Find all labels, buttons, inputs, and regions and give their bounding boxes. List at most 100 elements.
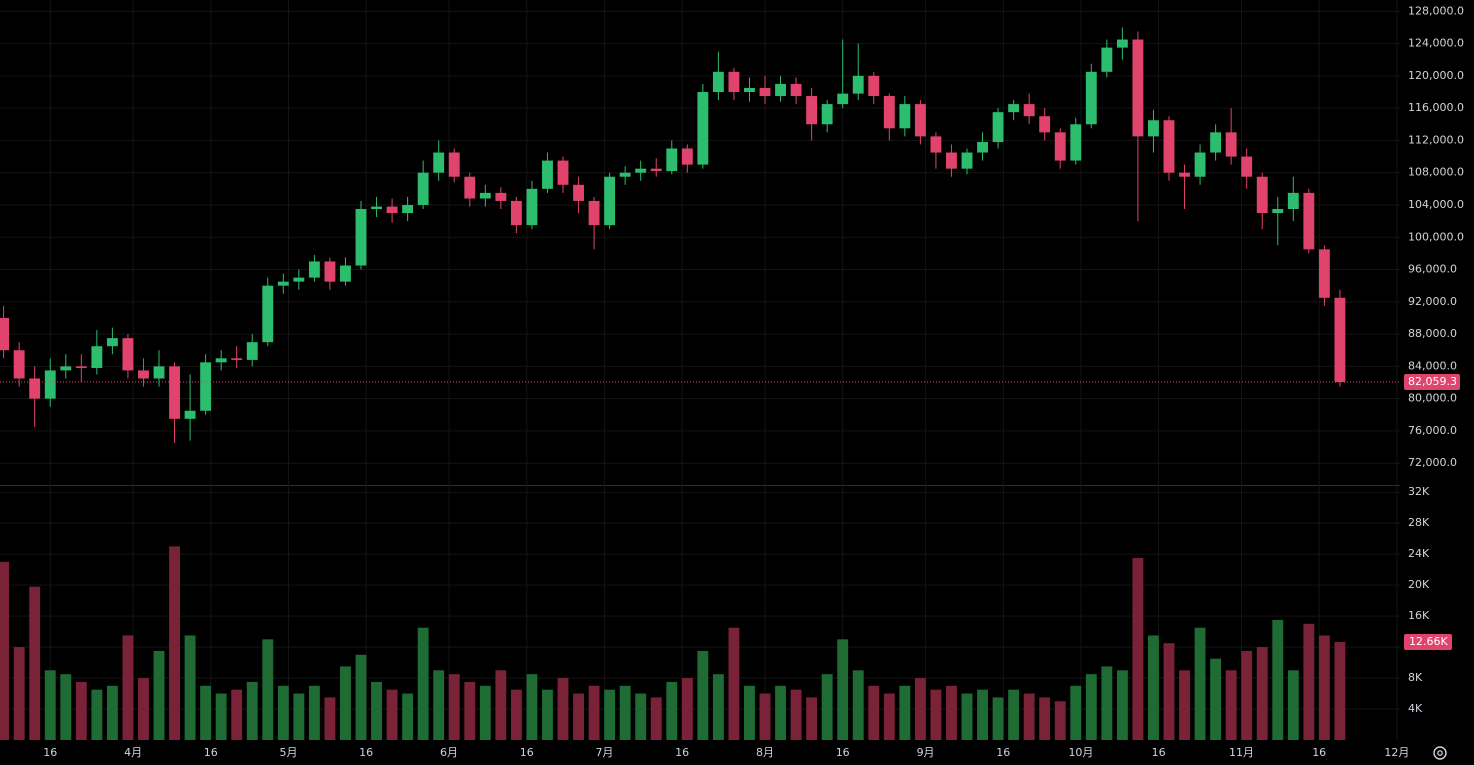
volume-bar [44,670,56,740]
candle-body [1023,104,1035,117]
candle-body [308,261,320,278]
candle-body [122,338,134,371]
candle-body [930,136,942,153]
candle-body [526,188,538,226]
volume-bar [1070,685,1082,740]
candle-body [262,285,274,343]
volume-bar [464,681,476,740]
x-tick-label: 10月 [1068,746,1093,759]
candle-body [184,410,196,419]
candle-body [1179,172,1190,177]
y-tick-label: 92,000.0 [1408,295,1457,308]
volume-bar [1163,643,1175,740]
y2-tick-label: 20K [1408,578,1430,591]
volume-bar [526,674,538,740]
y-tick-label: 100,000.0 [1408,230,1464,243]
volume-bar [402,693,414,740]
candle-body [495,192,507,201]
x-tick-label: 12月 [1384,746,1409,759]
candle-body [1272,209,1284,214]
candle-body [635,168,647,173]
candle-body [619,172,631,177]
volume-bar [371,681,382,740]
x-tick-label: 16 [520,746,534,759]
candle-body [231,358,243,360]
candle-body [1085,71,1097,125]
candle-body [1132,39,1144,137]
candle-body [355,209,367,266]
x-tick-label: 8月 [756,746,774,759]
volume-bar [1132,558,1144,740]
y-tick-label: 76,000.0 [1408,424,1457,437]
volume-bar [1116,670,1128,740]
volume-bar [1039,697,1051,740]
y2-tick-label: 16K [1408,609,1430,622]
volume-bar [184,635,196,740]
volume-bar [666,681,678,740]
candle-body [106,338,118,347]
candle-body [510,200,522,226]
volume-bar [138,678,149,740]
volume-bar [821,674,833,740]
candle-body [1334,297,1346,383]
volume-bar [930,689,942,740]
candle-body [200,362,212,411]
y-tick-label: 96,000.0 [1408,263,1457,276]
candle-body [604,176,616,226]
candle-body [0,317,10,351]
candle-body [806,96,818,125]
volume-bar [122,635,134,740]
volume-bar [246,681,258,740]
x-tick-label: 7月 [595,746,613,759]
last-price-label: 82,059.3 [1408,375,1457,388]
candle-body [914,104,926,137]
y-tick-label: 116,000.0 [1408,101,1464,114]
y-tick-label: 80,000.0 [1408,392,1457,405]
candle-body [75,366,87,368]
volume-bar [588,685,600,740]
candle-body [666,148,678,172]
volume-bar [479,685,491,740]
volume-bar [604,689,616,740]
volume-bar [417,627,429,740]
volume-bar [1287,670,1299,740]
candle-body [977,142,988,153]
volume-bar [1318,635,1330,740]
x-tick-label: 5月 [279,746,297,759]
candle-body [946,152,957,169]
volume-bar [992,697,1004,740]
candle-body [868,75,880,97]
x-tick-label: 6月 [440,746,458,759]
x-tick-label: 4月 [124,746,142,759]
last-price-box [1404,374,1460,391]
volume-bar [355,654,367,740]
candle-body [759,87,771,97]
candle-body [91,346,103,368]
volume-bar [495,670,507,740]
candle-body [215,358,227,363]
y-tick-label: 88,000.0 [1408,327,1457,340]
candle-body [1287,192,1299,210]
candle-body [448,152,460,177]
x-tick-label: 16 [996,746,1010,759]
candle-body [775,83,786,97]
x-tick-label: 16 [836,746,850,759]
settings-icon[interactable] [1433,746,1447,760]
candle-body [340,265,351,282]
candle-body [790,83,802,97]
candle-body [681,148,693,165]
volume-bar [1334,641,1346,740]
candle-body [1163,120,1175,173]
candle-body [293,277,305,282]
volume-bar [837,639,849,740]
y-tick-label: 112,000.0 [1408,133,1464,146]
candle-body [883,96,895,129]
candle-body [1008,104,1020,113]
volume-bar [712,674,724,740]
candle-body [464,176,476,199]
candle-body [246,342,258,360]
candle-body [29,378,41,399]
volume-bar [542,689,553,740]
y2-tick-label: 4K [1408,702,1423,715]
candle-body [542,160,553,189]
